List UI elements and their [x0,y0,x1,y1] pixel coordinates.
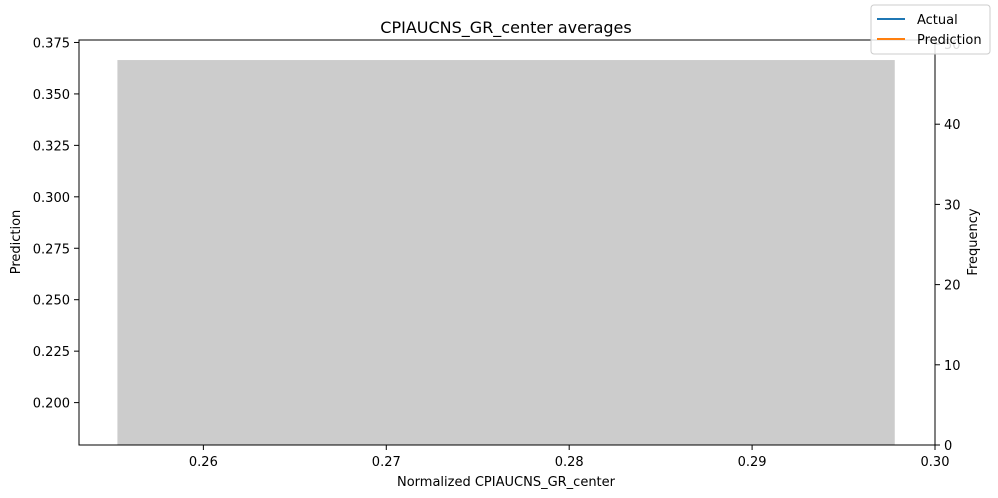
left-y-tick-label: 0.300 [33,191,70,206]
plot-area-frame [78,39,936,446]
left-y-tick-label: 0.250 [33,294,70,309]
x-axis-label: Normalized CPIAUCNS_GR_center [397,475,616,490]
right-y-tick-label: 30 [944,198,961,213]
histogram-bars [117,60,895,446]
histogram-bar-0 [117,60,895,446]
x-tick-label: 0.26 [189,455,218,470]
left-y-tick-label: 0.375 [33,36,70,51]
legend-frame [870,4,991,55]
legend-label-prediction: Prediction [917,33,982,48]
left-y-tick-label: 0.350 [33,88,70,103]
right-y-tick-label: 40 [944,118,961,133]
chart-title: CPIAUCNS_GR_center averages [380,18,631,38]
legend-label-actual: Actual [917,13,958,28]
right-y-tick-label: 0 [944,439,952,454]
x-tick-label: 0.28 [555,455,584,470]
left-y-tick-label: 0.325 [33,139,70,154]
left-y-axis-label: Prediction [9,210,24,275]
x-tick-label: 0.29 [738,455,767,470]
left-y-tick-label: 0.275 [33,242,70,257]
right-y-tick-label: 10 [944,359,961,374]
right-y-tick-label: 20 [944,279,961,294]
right-y-axis-label: Frequency [966,208,981,275]
legend: Actual Prediction [870,4,991,55]
left-y-axis-ticks: 0.200 0.225 0.250 0.275 0.300 0.325 0.350 0.375 [33,36,79,412]
left-y-tick-label: 0.225 [33,345,70,360]
left-y-tick-label: 0.200 [33,397,70,412]
x-axis-ticks: 0.26 0.27 0.28 0.29 0.30 [189,445,950,470]
x-tick-label: 0.27 [372,455,401,470]
x-tick-label: 0.30 [921,455,950,470]
